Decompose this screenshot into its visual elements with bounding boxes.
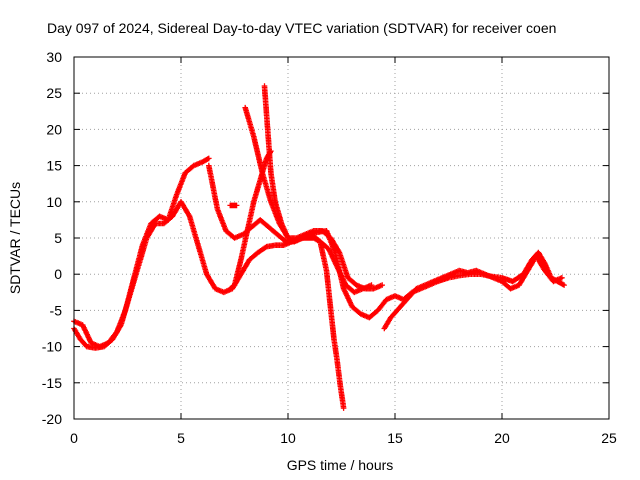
y-tick-label: -20	[42, 411, 62, 427]
y-tick-label: 25	[46, 85, 62, 101]
y-tick-label: 10	[46, 194, 62, 210]
y-tick-label: 30	[46, 49, 62, 65]
y-tick-label: 15	[46, 158, 62, 174]
x-axis-label: GPS time / hours	[287, 457, 394, 473]
data-series-trace-5	[261, 83, 347, 411]
data-series-trace-4	[242, 104, 385, 292]
data-series-trace-2	[71, 155, 212, 350]
plot-frame	[73, 56, 610, 420]
data-series-trace-7	[381, 253, 565, 332]
x-tick-labels: 0 5 10 15 20 25	[70, 430, 617, 446]
data-series-trace-8	[227, 202, 240, 209]
data-points	[71, 83, 567, 411]
y-tick-label: -15	[42, 375, 62, 391]
y-tick-label: -10	[42, 339, 62, 355]
x-tick-label: 25	[601, 430, 617, 446]
chart-title: Day 097 of 2024, Sidereal Day-to-day VTE…	[47, 20, 556, 36]
x-tick-label: 0	[70, 430, 78, 446]
y-tick-label: 5	[54, 230, 62, 246]
data-series-trace-6	[227, 148, 274, 292]
y-tick-label: -5	[50, 302, 63, 318]
x-tick-label: 10	[280, 430, 296, 446]
x-tick-label: 20	[494, 430, 510, 446]
y-tick-labels: -20 -15 -10 -5 0 5 10 15 20 25 30	[42, 49, 62, 427]
y-tick-label: 0	[54, 266, 62, 282]
y-axis-label: SDTVAR / TECUs	[7, 182, 23, 294]
x-tick-label: 15	[387, 430, 403, 446]
y-tick-label: 20	[46, 121, 62, 137]
x-tick-label: 5	[177, 430, 185, 446]
grid	[74, 57, 609, 419]
